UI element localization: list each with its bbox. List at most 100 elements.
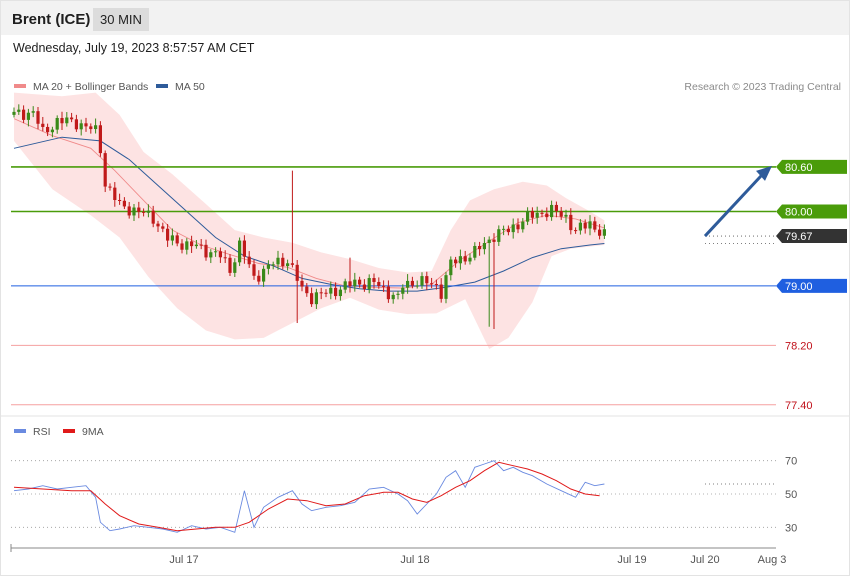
bollinger-band — [14, 92, 605, 349]
candle-body — [482, 243, 486, 250]
candle-body — [430, 283, 434, 285]
candle-body — [266, 264, 270, 269]
candle-body — [334, 287, 338, 297]
candle-body — [329, 287, 333, 294]
candle-body — [319, 292, 323, 294]
candle-body — [70, 117, 74, 120]
timestamp: Wednesday, July 19, 2023 8:57:57 AM CET — [13, 41, 255, 55]
candle-body — [362, 284, 366, 290]
interval-button[interactable]: 30 MIN — [93, 8, 149, 31]
candle-body — [516, 224, 520, 230]
candle-body — [300, 280, 304, 287]
candle-body — [468, 257, 472, 262]
candle-body — [410, 280, 414, 286]
candle-body — [295, 264, 299, 281]
credit-text: Research © 2023 Trading Central — [684, 81, 841, 93]
chart-header: Brent (ICE) 30 MIN — [1, 1, 849, 35]
candle-body — [180, 243, 184, 250]
rsi-ma-legend-swatch — [63, 429, 75, 433]
candle-body — [492, 239, 496, 242]
candle-body — [348, 281, 352, 287]
candle-body — [463, 256, 467, 262]
candle-body — [22, 109, 26, 120]
x-tick-label: Jul 17 — [169, 554, 198, 566]
candle-body — [569, 214, 573, 231]
candle-body — [223, 257, 227, 259]
candle-body — [276, 257, 280, 265]
rsi-line — [13, 460, 605, 533]
resistance-tag — [776, 204, 847, 219]
candle-body — [262, 268, 266, 282]
support-label: 78.20 — [785, 340, 813, 352]
pivot-label: 79.00 — [785, 281, 813, 293]
ma50-legend-swatch — [156, 84, 168, 88]
candle-body — [228, 257, 232, 273]
candle-body — [175, 235, 179, 244]
support-label: 77.40 — [785, 400, 813, 412]
candle-body — [588, 221, 592, 229]
candle-body — [50, 129, 54, 133]
candle-body — [401, 287, 405, 294]
candle-body — [458, 256, 462, 264]
candle-body — [151, 210, 155, 224]
rsi-tick-label: 30 — [785, 522, 797, 534]
candle-body — [31, 111, 35, 113]
candle-body — [271, 264, 275, 266]
candle-body — [26, 112, 30, 120]
candle-body — [122, 200, 126, 207]
forecast-arrowhead — [756, 165, 772, 181]
candle-body — [55, 117, 59, 130]
candle-body — [559, 211, 563, 217]
candle-body — [84, 123, 88, 127]
candle-body — [199, 244, 203, 246]
candle-body — [252, 264, 256, 276]
instrument-title: Brent (ICE) — [12, 11, 91, 28]
candle-body — [190, 241, 194, 247]
resistance-tag — [776, 159, 847, 174]
candle-body — [358, 279, 362, 285]
candle-body — [238, 240, 242, 263]
candle-body — [353, 279, 357, 287]
candle-body — [204, 244, 208, 258]
candle-body — [506, 228, 510, 233]
candle-body — [257, 275, 261, 282]
candle-body — [79, 123, 83, 130]
candle-body — [564, 214, 568, 217]
candle-body — [242, 240, 246, 257]
candle-body — [526, 211, 530, 222]
rsi-ma-line — [13, 461, 600, 532]
candle-body — [574, 230, 578, 232]
candle-body — [65, 117, 69, 124]
candle-body — [98, 125, 102, 154]
candle-body — [89, 126, 93, 130]
candle-body — [540, 212, 544, 214]
candle-body — [166, 228, 170, 241]
candle-body — [74, 119, 78, 130]
candle-body — [314, 292, 318, 305]
candle-body — [367, 278, 371, 290]
candle-body — [478, 245, 482, 250]
candle-body — [439, 284, 443, 299]
candle-body — [214, 251, 218, 253]
candle-body — [194, 244, 198, 247]
candle-body — [137, 207, 141, 212]
resistance-label: 80.00 — [785, 207, 813, 219]
candle-body — [415, 285, 419, 287]
candle-body — [396, 293, 400, 295]
candle-body — [310, 293, 314, 305]
candle-body — [281, 257, 285, 267]
candle-body — [343, 281, 347, 290]
candle-body — [406, 280, 410, 288]
candle-body — [487, 239, 491, 244]
candle-body — [521, 221, 525, 230]
candle-body — [103, 153, 107, 187]
candle-body — [511, 224, 515, 233]
candle-body — [550, 204, 554, 218]
candle-body — [209, 252, 213, 258]
x-tick-label: Jul 20 — [690, 554, 719, 566]
candle-body — [377, 281, 381, 286]
candle-body — [324, 292, 328, 294]
candle-body — [338, 289, 342, 297]
candle-body — [530, 211, 534, 218]
